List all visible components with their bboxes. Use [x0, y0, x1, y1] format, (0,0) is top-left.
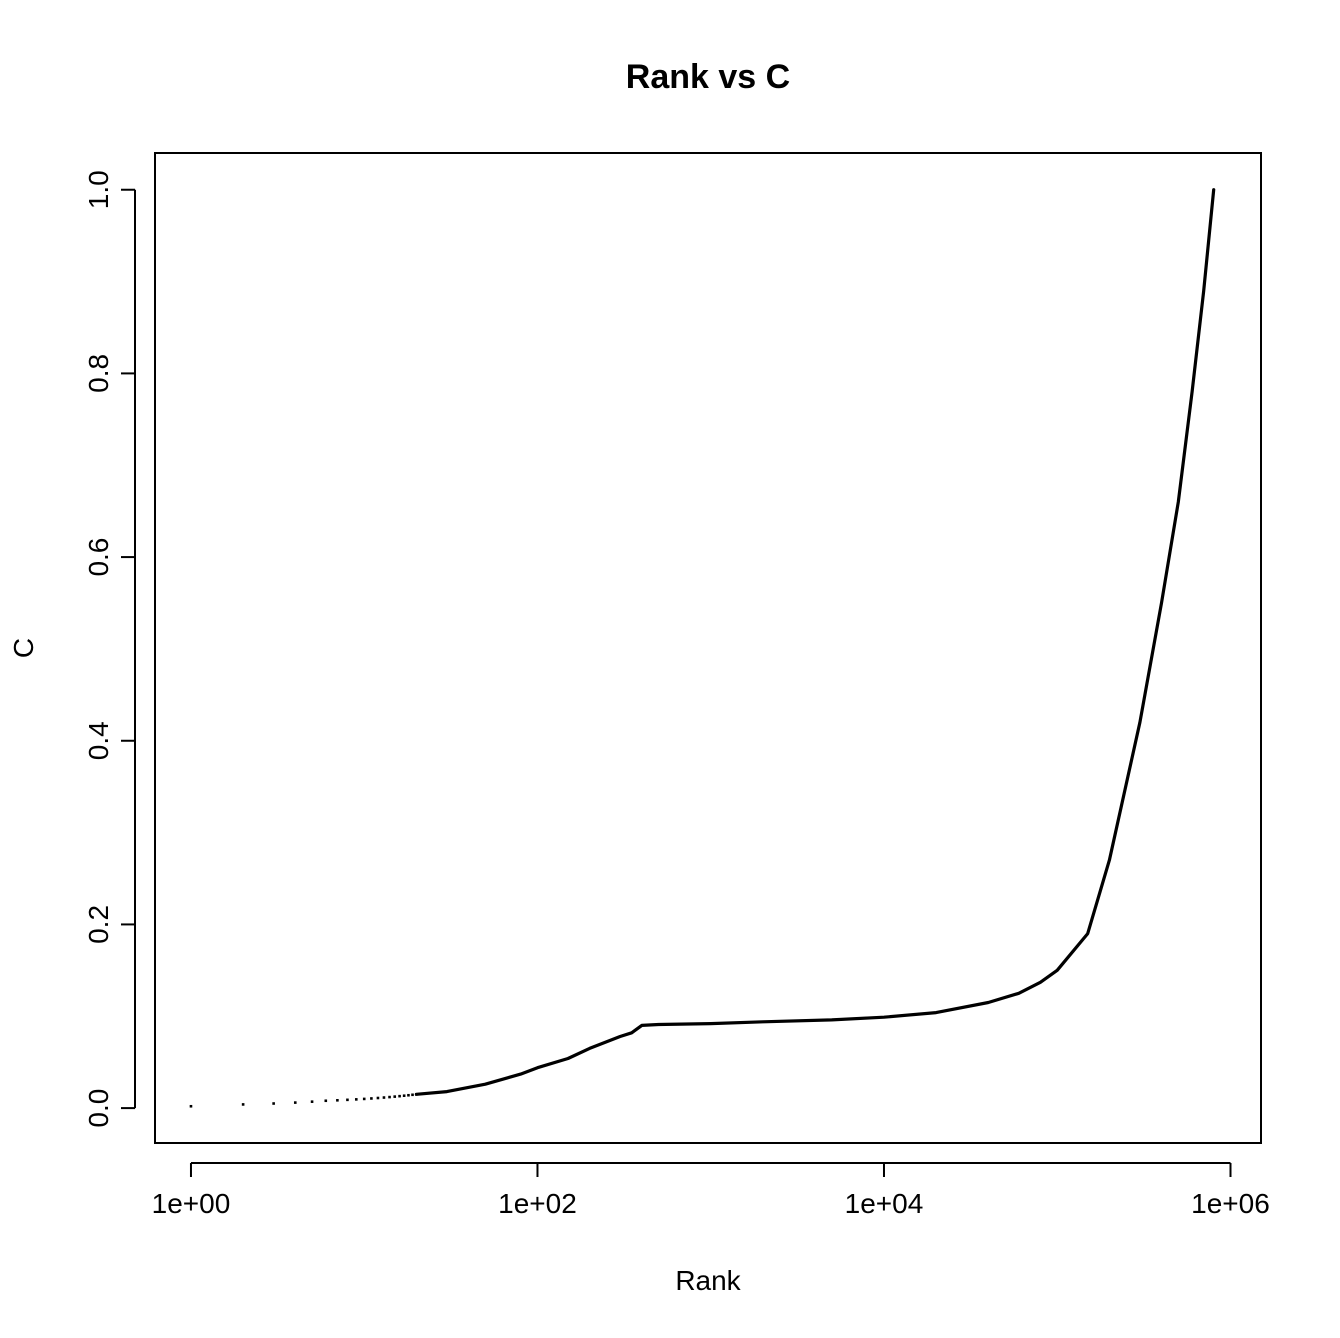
data-point: [407, 1093, 410, 1097]
y-tick-label: 0.2: [83, 905, 114, 944]
data-point: [272, 1102, 275, 1105]
y-tick-label: 0.4: [83, 721, 114, 760]
x-tick-label: 1e+06: [1191, 1188, 1270, 1219]
data-point: [189, 1104, 193, 1108]
data-curve: [414, 188, 1216, 1096]
x-axis: 1e+00 1e+02 1e+04 1e+06: [152, 1162, 1270, 1219]
x-axis-label: Rank: [675, 1265, 741, 1296]
data-point: [293, 1101, 297, 1104]
y-tick-label: 0.0: [83, 1089, 114, 1128]
data-point: [411, 1093, 414, 1097]
data-point: [398, 1094, 401, 1098]
y-tick-label: 0.6: [83, 538, 114, 577]
plot-frame: [154, 152, 1262, 1144]
data-point: [324, 1099, 328, 1103]
x-tick-label: 1e+04: [845, 1188, 924, 1219]
data-point: [362, 1097, 366, 1101]
y-axis-label: C: [8, 638, 39, 658]
data-point: [310, 1100, 314, 1103]
data-point: [402, 1094, 406, 1098]
data-point: [241, 1103, 245, 1106]
y-tick-label: 1.0: [83, 170, 114, 209]
data-point: [382, 1096, 386, 1099]
y-tick-label: 0.8: [83, 354, 114, 393]
data-point: [336, 1098, 339, 1102]
data-point: [388, 1095, 391, 1099]
x-tick-label: 1e+00: [152, 1188, 231, 1219]
y-axis: 0.0 0.2 0.4 0.6 0.8 1.0: [83, 170, 136, 1128]
data-point: [376, 1096, 380, 1100]
chart-title: Rank vs C: [626, 58, 790, 96]
data-marks: [189, 188, 1216, 1108]
x-tick-label: 1e+02: [498, 1188, 577, 1219]
data-point: [346, 1098, 349, 1102]
data-point: [354, 1098, 358, 1101]
data-point: [370, 1097, 373, 1100]
data-point: [393, 1095, 397, 1098]
